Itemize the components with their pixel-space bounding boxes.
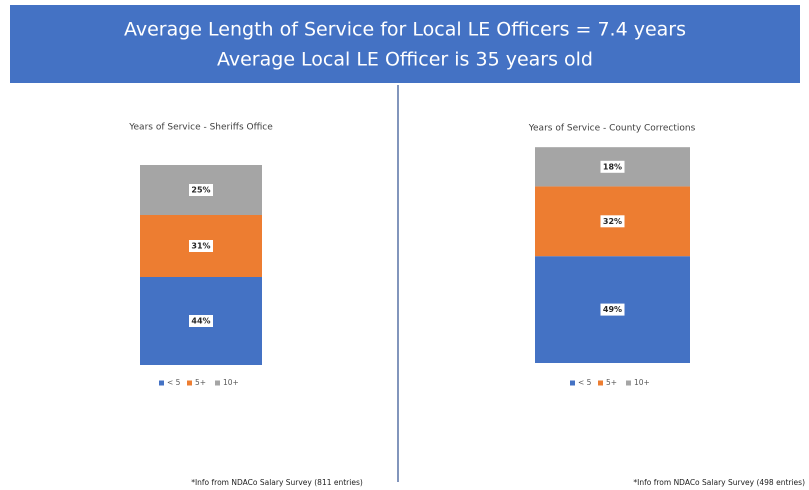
data-label: 44% <box>191 317 210 326</box>
data-label-box <box>600 303 625 316</box>
data-label: 49% <box>603 305 622 314</box>
data-label-box <box>600 160 625 173</box>
legend-swatch <box>626 380 631 386</box>
legend-label: 5+ <box>606 378 617 387</box>
data-label-box <box>189 240 213 252</box>
legend-label: 10+ <box>634 378 650 387</box>
legend-swatch <box>215 380 220 386</box>
legend-swatch <box>598 380 603 386</box>
chart-title: Years of Service - Sheriffs Office <box>128 123 273 133</box>
legend-label: 5+ <box>195 378 206 387</box>
legend-label: 10+ <box>223 378 239 387</box>
data-label-box <box>189 184 213 196</box>
data-label: 18% <box>603 162 622 171</box>
footnote: *Info from NDACo Salary Survey (498 entr… <box>633 478 805 487</box>
banner-line: Average Local LE Officer is 35 years old <box>217 49 593 71</box>
data-label-box <box>189 315 213 327</box>
data-label: 32% <box>603 217 622 226</box>
legend-swatch <box>570 380 575 386</box>
data-label-box <box>600 215 625 228</box>
data-label: 25% <box>191 186 210 195</box>
banner <box>10 5 800 83</box>
footnote: *Info from NDACo Salary Survey (811 entr… <box>191 478 363 487</box>
legend-label: < 5 <box>578 378 592 387</box>
legend-label: < 5 <box>167 378 181 387</box>
data-label: 31% <box>191 242 210 251</box>
legend-swatch <box>187 380 192 386</box>
legend-swatch <box>159 380 164 386</box>
banner-line: Average Length of Service for Local LE O… <box>124 19 686 41</box>
chart-title: Years of Service - County Corrections <box>528 124 696 134</box>
